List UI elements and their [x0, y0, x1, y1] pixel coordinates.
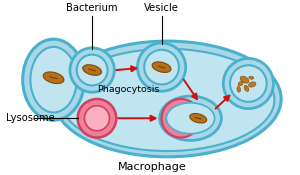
- Ellipse shape: [152, 62, 171, 72]
- Text: Lysosome: Lysosome: [6, 113, 55, 123]
- Circle shape: [84, 106, 110, 131]
- Circle shape: [70, 48, 114, 92]
- Text: Bacterium: Bacterium: [66, 3, 118, 13]
- Circle shape: [137, 43, 186, 91]
- Circle shape: [162, 99, 200, 138]
- Ellipse shape: [43, 72, 64, 84]
- Text: Macrophage: Macrophage: [118, 162, 186, 172]
- Ellipse shape: [244, 85, 249, 92]
- Ellipse shape: [248, 82, 256, 87]
- Ellipse shape: [23, 39, 84, 120]
- Ellipse shape: [240, 76, 249, 83]
- Ellipse shape: [60, 49, 274, 151]
- Text: Phagocytosis: Phagocytosis: [98, 85, 160, 94]
- Ellipse shape: [54, 41, 281, 157]
- Circle shape: [78, 99, 116, 138]
- Ellipse shape: [83, 65, 101, 75]
- Ellipse shape: [160, 96, 221, 141]
- Circle shape: [77, 55, 108, 85]
- Ellipse shape: [190, 114, 207, 123]
- Circle shape: [223, 58, 273, 109]
- Ellipse shape: [167, 103, 214, 134]
- Circle shape: [144, 50, 179, 85]
- Ellipse shape: [30, 47, 77, 113]
- Circle shape: [230, 65, 267, 102]
- Ellipse shape: [237, 86, 241, 92]
- Ellipse shape: [249, 76, 254, 79]
- Text: Vesicle: Vesicle: [144, 3, 179, 13]
- Ellipse shape: [238, 81, 243, 86]
